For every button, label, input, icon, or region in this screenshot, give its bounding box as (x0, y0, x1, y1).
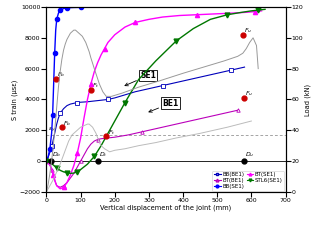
Text: $F_t$: $F_t$ (108, 128, 115, 137)
Text: BE1: BE1 (149, 99, 179, 112)
Y-axis label: Load (kN): Load (kN) (305, 83, 311, 116)
Text: $D_u$: $D_u$ (245, 150, 254, 159)
Text: $D_t$: $D_t$ (99, 150, 108, 159)
X-axis label: Vertical displacement of the joint (mm): Vertical displacement of the joint (mm) (100, 205, 232, 211)
Text: $D_b$: $D_b$ (52, 150, 61, 159)
Y-axis label: S train (μsε): S train (μsε) (12, 79, 18, 120)
Text: $\varepsilon_y$: $\varepsilon_y$ (47, 126, 55, 135)
Text: SE1: SE1 (125, 71, 156, 86)
Text: $F_t$: $F_t$ (92, 81, 100, 90)
Text: $F_b$: $F_b$ (63, 119, 71, 128)
Legend: BB(BE1), BT(BE1), BB(SE1), BT(SE1), STL6(SE1): BB(BE1), BT(BE1), BB(SE1), BT(SE1), STL6… (212, 171, 285, 191)
Text: $F_u$: $F_u$ (245, 90, 253, 99)
Text: $F_b$: $F_b$ (57, 70, 65, 79)
Text: $F_u$: $F_u$ (244, 26, 252, 35)
